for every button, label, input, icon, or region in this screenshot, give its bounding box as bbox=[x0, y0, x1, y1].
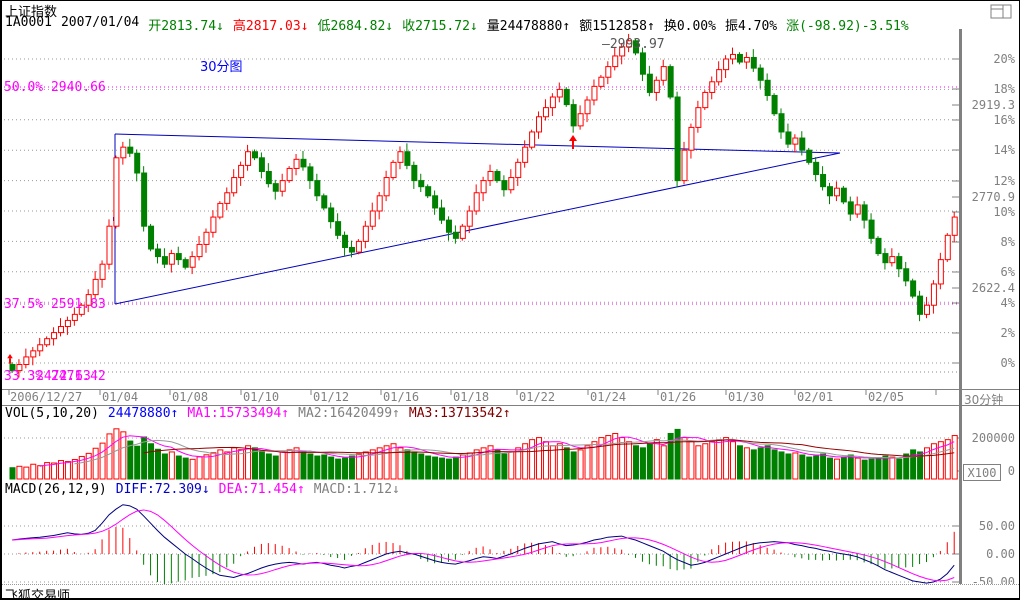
main-axis-label: 8% bbox=[1000, 235, 1015, 249]
candles bbox=[9, 33, 958, 378]
macd-axis-label: 0.00 bbox=[986, 547, 1015, 561]
quote-field: 收2715.72↓ bbox=[402, 19, 478, 34]
date-label: 01/08 bbox=[172, 390, 209, 404]
volume-field: MA2:16420499↑ bbox=[298, 406, 400, 421]
main-axis-label: 18% bbox=[993, 82, 1015, 96]
date-label: 01/10 bbox=[243, 390, 280, 404]
quote-field: 开2813.74↓ bbox=[148, 19, 224, 34]
quote-field: 高2817.03↓ bbox=[232, 19, 309, 34]
quote-field: 额1512858↑ bbox=[579, 19, 655, 34]
main-axis-label: 14% bbox=[993, 143, 1015, 157]
main-axis-label: 0% bbox=[1000, 356, 1015, 370]
main-axis-label: 2919.3 bbox=[971, 98, 1015, 112]
date-label: 01/24 bbox=[590, 390, 627, 404]
volume-axis-label: 200000 bbox=[971, 431, 1015, 445]
main-axis-label: 6% bbox=[1000, 265, 1015, 279]
macd-histogram bbox=[18, 526, 955, 585]
macd-axis-label: 50.00 bbox=[978, 519, 1015, 533]
quote-field: 振4.70% bbox=[724, 19, 778, 34]
quote-field: 低2684.82↓ bbox=[317, 19, 394, 34]
date-label: 01/04 bbox=[102, 390, 139, 404]
volume-ma1-line bbox=[39, 435, 955, 467]
fib-retracement-label: 33.3% 2471.42 bbox=[4, 369, 106, 384]
volume-indicator-bar: VOL(5,10,20) 24478880↑ MA1:15733494↑ MA2:16… bbox=[5, 406, 511, 421]
main-axis-label: 2% bbox=[1000, 326, 1015, 340]
layout-icon[interactable] bbox=[990, 4, 1014, 20]
quote-field: 涨(-98.92)-3.51% bbox=[786, 19, 909, 34]
quote-date: 2007/01/04 bbox=[60, 15, 140, 30]
date-label: 01/16 bbox=[383, 390, 420, 404]
volume-bars bbox=[9, 428, 958, 480]
main-axis-label: 2770.9 bbox=[971, 190, 1015, 204]
date-label: 02/01 bbox=[797, 390, 834, 404]
main-axis-label: 10% bbox=[993, 205, 1015, 219]
fib-retracement-label: 37.5% 2591.83 bbox=[4, 297, 106, 312]
date-label: 02/05 bbox=[868, 390, 905, 404]
fib-retracement-label: 50.0% 2940.66 bbox=[4, 80, 106, 95]
quote-info-bar: 1A0001 2007/01/04 开2813.74↓ 高2817.03↓ 低268… bbox=[5, 15, 909, 34]
macd-field: DIFF:72.309↓ bbox=[115, 482, 210, 497]
main-gridlines bbox=[4, 58, 959, 583]
period-label[interactable]: 30分钟 bbox=[964, 393, 1004, 407]
fib-retracement-label: 2472.63 bbox=[36, 369, 91, 384]
main-axis-label: 20% bbox=[993, 52, 1015, 66]
main-axis-label: 4% bbox=[1000, 296, 1015, 310]
macd-indicator-bar: MACD(26,12,9) DIFF:72.309↓ DEA:71.454↑ MACD… bbox=[5, 482, 400, 497]
peak-price-label: —2993.97 bbox=[602, 37, 665, 52]
macd-field: MACD:1.712↓ bbox=[313, 482, 400, 497]
quote-field: 量24478880↑ bbox=[486, 19, 571, 34]
date-label: 01/18 bbox=[453, 390, 490, 404]
stock-code: 1A0001 bbox=[5, 15, 52, 30]
status-bar: 飞狐交易师 bbox=[2, 584, 1019, 600]
date-label: 2006/12/27 bbox=[10, 390, 83, 404]
main-axis-label: 12% bbox=[993, 174, 1015, 188]
main-axis-label: 2622.4 bbox=[971, 281, 1015, 295]
trendline-triangle bbox=[113, 133, 841, 305]
quote-field: 换0.00% bbox=[663, 19, 716, 34]
app-name: 飞狐交易师 bbox=[5, 589, 71, 600]
dea-line bbox=[11, 509, 955, 582]
volume-field: MA3:13713542↑ bbox=[408, 406, 511, 421]
date-label: 01/30 bbox=[728, 390, 765, 404]
main-axis-label: 16% bbox=[993, 113, 1015, 127]
macd-field: MACD(26,12,9) bbox=[5, 482, 107, 497]
up-arrow-marker bbox=[569, 135, 577, 149]
date-label: 01/26 bbox=[660, 390, 697, 404]
volume-field: VOL(5,10,20) bbox=[5, 406, 99, 421]
diff-line bbox=[11, 504, 955, 584]
stock-name: 上证指数 bbox=[5, 5, 58, 20]
date-label: 01/12 bbox=[313, 390, 350, 404]
volume-axis-label: 0 bbox=[1007, 464, 1015, 478]
volume-ma3-line bbox=[143, 439, 955, 457]
volume-field: 24478880↑ bbox=[107, 406, 179, 421]
date-label: 01/22 bbox=[519, 390, 556, 404]
up-arrow-marker bbox=[7, 354, 13, 364]
macd-field: DEA:71.454↑ bbox=[218, 482, 305, 497]
volume-unit-badge: X100 bbox=[963, 464, 1001, 481]
volume-field: MA1:15733494↑ bbox=[187, 406, 290, 421]
chart-mode-label: 30分图 bbox=[200, 60, 243, 75]
